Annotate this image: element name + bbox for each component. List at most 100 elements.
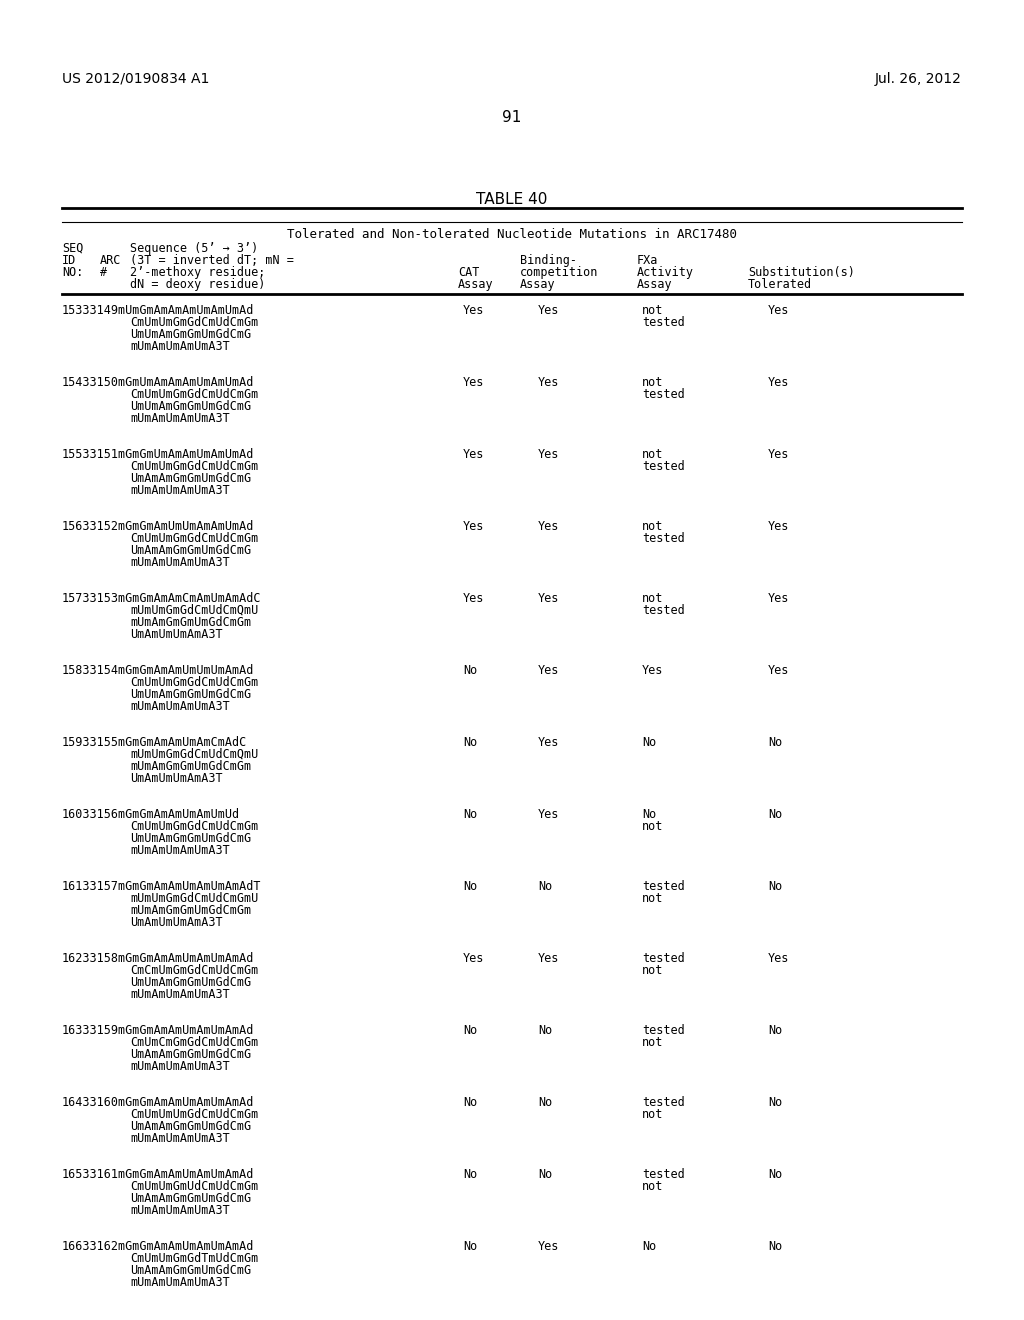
Text: CmUmUmGmGdCmUdCmGm: CmUmUmGmGdCmUdCmGm bbox=[130, 676, 258, 689]
Text: NO:: NO: bbox=[62, 267, 83, 279]
Text: 15933155mGmGmAmAmUmAmCmAdC: 15933155mGmGmAmAmUmAmCmAdC bbox=[62, 737, 247, 748]
Text: No: No bbox=[768, 737, 782, 748]
Text: No: No bbox=[768, 1168, 782, 1181]
Text: 15533151mGmGmUmAmAmUmAmUmAd: 15533151mGmGmUmAmAmUmAmUmAd bbox=[62, 447, 254, 461]
Text: Yes: Yes bbox=[538, 952, 559, 965]
Text: competition: competition bbox=[520, 267, 598, 279]
Text: 15833154mGmGmAmAmUmUmUmAmAd: 15833154mGmGmAmAmUmUmUmAmAd bbox=[62, 664, 254, 677]
Text: CmUmUmGmGdCmUdCmGm: CmUmUmGmGdCmUdCmGm bbox=[130, 532, 258, 545]
Text: Tolerated: Tolerated bbox=[748, 279, 812, 290]
Text: tested: tested bbox=[642, 388, 685, 401]
Text: Assay: Assay bbox=[520, 279, 556, 290]
Text: not: not bbox=[642, 892, 664, 906]
Text: not: not bbox=[642, 820, 664, 833]
Text: CmUmUmGmGdTmUdCmGm: CmUmUmGmGdTmUdCmGm bbox=[130, 1251, 258, 1265]
Text: 15433150mGmUmAmAmAmUmAmUmAd: 15433150mGmUmAmAmAmUmAmUmAd bbox=[62, 376, 254, 389]
Text: UmUmAmGmGmUmGdCmG: UmUmAmGmGmUmGdCmG bbox=[130, 688, 251, 701]
Text: UmAmUmUmAmA3T: UmAmUmUmAmA3T bbox=[130, 772, 222, 785]
Text: Substitution(s): Substitution(s) bbox=[748, 267, 855, 279]
Text: Yes: Yes bbox=[768, 376, 790, 389]
Text: Yes: Yes bbox=[642, 664, 664, 677]
Text: No: No bbox=[538, 1096, 552, 1109]
Text: FXa: FXa bbox=[637, 253, 658, 267]
Text: mUmAmGmGmUmGdCmGm: mUmAmGmGmUmGdCmGm bbox=[130, 616, 251, 630]
Text: UmUmAmGmGmUmGdCmG: UmUmAmGmGmUmGdCmG bbox=[130, 832, 251, 845]
Text: tested: tested bbox=[642, 1024, 685, 1038]
Text: not: not bbox=[642, 1036, 664, 1049]
Text: Yes: Yes bbox=[538, 520, 559, 533]
Text: UmUmAmGmGmUmGdCmG: UmUmAmGmGmUmGdCmG bbox=[130, 327, 251, 341]
Text: mUmUmGmGdCmUdCmQmU: mUmUmGmGdCmUdCmQmU bbox=[130, 748, 258, 762]
Text: Yes: Yes bbox=[768, 304, 790, 317]
Text: No: No bbox=[768, 1024, 782, 1038]
Text: #: # bbox=[100, 267, 108, 279]
Text: No: No bbox=[463, 737, 477, 748]
Text: No: No bbox=[463, 1168, 477, 1181]
Text: not: not bbox=[642, 1180, 664, 1193]
Text: mUmAmGmGmUmGdCmGm: mUmAmGmGmUmGdCmGm bbox=[130, 760, 251, 774]
Text: CmUmUmGmGdCmUdCmGm: CmUmUmGmGdCmUdCmGm bbox=[130, 820, 258, 833]
Text: mUmAmUmAmUmA3T: mUmAmUmAmUmA3T bbox=[130, 1276, 229, 1290]
Text: UmAmUmUmAmA3T: UmAmUmUmAmA3T bbox=[130, 628, 222, 642]
Text: Yes: Yes bbox=[463, 591, 484, 605]
Text: not: not bbox=[642, 520, 664, 533]
Text: ARC: ARC bbox=[100, 253, 122, 267]
Text: not: not bbox=[642, 376, 664, 389]
Text: Yes: Yes bbox=[463, 447, 484, 461]
Text: Jul. 26, 2012: Jul. 26, 2012 bbox=[876, 73, 962, 86]
Text: 15333149mUmGmAmAmAmUmAmUmAd: 15333149mUmGmAmAmAmUmAmUmAd bbox=[62, 304, 254, 317]
Text: mUmUmGmGdCmUdCmGmU: mUmUmGmGdCmUdCmGmU bbox=[130, 892, 258, 906]
Text: 16133157mGmGmAmAmUmAmUmAmAdT: 16133157mGmGmAmAmUmAmUmAmAdT bbox=[62, 880, 261, 894]
Text: tested: tested bbox=[642, 459, 685, 473]
Text: Yes: Yes bbox=[463, 304, 484, 317]
Text: Yes: Yes bbox=[463, 520, 484, 533]
Text: Yes: Yes bbox=[538, 376, 559, 389]
Text: No: No bbox=[642, 737, 656, 748]
Text: Yes: Yes bbox=[538, 591, 559, 605]
Text: No: No bbox=[463, 808, 477, 821]
Text: Yes: Yes bbox=[463, 376, 484, 389]
Text: 16333159mGmGmAmAmUmAmUmAmAd: 16333159mGmGmAmAmUmAmUmAmAd bbox=[62, 1024, 254, 1038]
Text: UmUmAmGmGmUmGdCmG: UmUmAmGmGmUmGdCmG bbox=[130, 975, 251, 989]
Text: 16533161mGmGmAmAmUmAmUmAmAd: 16533161mGmGmAmAmUmAmUmAmAd bbox=[62, 1168, 254, 1181]
Text: Yes: Yes bbox=[768, 520, 790, 533]
Text: mUmAmUmAmUmA3T: mUmAmUmAmUmA3T bbox=[130, 987, 229, 1001]
Text: tested: tested bbox=[642, 315, 685, 329]
Text: No: No bbox=[768, 1096, 782, 1109]
Text: No: No bbox=[463, 664, 477, 677]
Text: UmAmAmGmGmUmGdCmG: UmAmAmGmGmUmGdCmG bbox=[130, 1119, 251, 1133]
Text: mUmAmUmAmUmA3T: mUmAmUmAmUmA3T bbox=[130, 1204, 229, 1217]
Text: Yes: Yes bbox=[538, 304, 559, 317]
Text: Binding-: Binding- bbox=[520, 253, 577, 267]
Text: TABLE 40: TABLE 40 bbox=[476, 191, 548, 207]
Text: 16633162mGmGmAmAmUmAmUmAmAd: 16633162mGmGmAmAmUmAmUmAmAd bbox=[62, 1239, 254, 1253]
Text: CmUmUmUmGdCmUdCmGm: CmUmUmUmGdCmUdCmGm bbox=[130, 1107, 258, 1121]
Text: UmUmAmGmGmUmGdCmG: UmUmAmGmGmUmGdCmG bbox=[130, 400, 251, 413]
Text: tested: tested bbox=[642, 1096, 685, 1109]
Text: Yes: Yes bbox=[768, 952, 790, 965]
Text: mUmAmUmAmUmA3T: mUmAmUmAmUmA3T bbox=[130, 843, 229, 857]
Text: No: No bbox=[463, 1239, 477, 1253]
Text: Assay: Assay bbox=[637, 279, 673, 290]
Text: ID: ID bbox=[62, 253, 76, 267]
Text: (3T = inverted dT; mN =: (3T = inverted dT; mN = bbox=[130, 253, 294, 267]
Text: CmUmUmGmGdCmUdCmGm: CmUmUmGmGdCmUdCmGm bbox=[130, 459, 258, 473]
Text: UmAmAmGmGmUmGdCmG: UmAmAmGmGmUmGdCmG bbox=[130, 544, 251, 557]
Text: Yes: Yes bbox=[538, 737, 559, 748]
Text: Yes: Yes bbox=[538, 664, 559, 677]
Text: 16433160mGmGmAmAmUmAmUmAmAd: 16433160mGmGmAmAmUmAmUmAmAd bbox=[62, 1096, 254, 1109]
Text: No: No bbox=[768, 880, 782, 894]
Text: tested: tested bbox=[642, 605, 685, 616]
Text: Assay: Assay bbox=[458, 279, 494, 290]
Text: Yes: Yes bbox=[538, 1239, 559, 1253]
Text: mUmAmUmAmUmA3T: mUmAmUmAmUmA3T bbox=[130, 412, 229, 425]
Text: tested: tested bbox=[642, 532, 685, 545]
Text: No: No bbox=[463, 1024, 477, 1038]
Text: No: No bbox=[642, 808, 656, 821]
Text: tested: tested bbox=[642, 952, 685, 965]
Text: UmAmAmGmGmUmGdCmG: UmAmAmGmGmUmGdCmG bbox=[130, 473, 251, 484]
Text: SEQ: SEQ bbox=[62, 242, 83, 255]
Text: not: not bbox=[642, 1107, 664, 1121]
Text: Sequence (5’ → 3’): Sequence (5’ → 3’) bbox=[130, 242, 258, 255]
Text: Yes: Yes bbox=[538, 447, 559, 461]
